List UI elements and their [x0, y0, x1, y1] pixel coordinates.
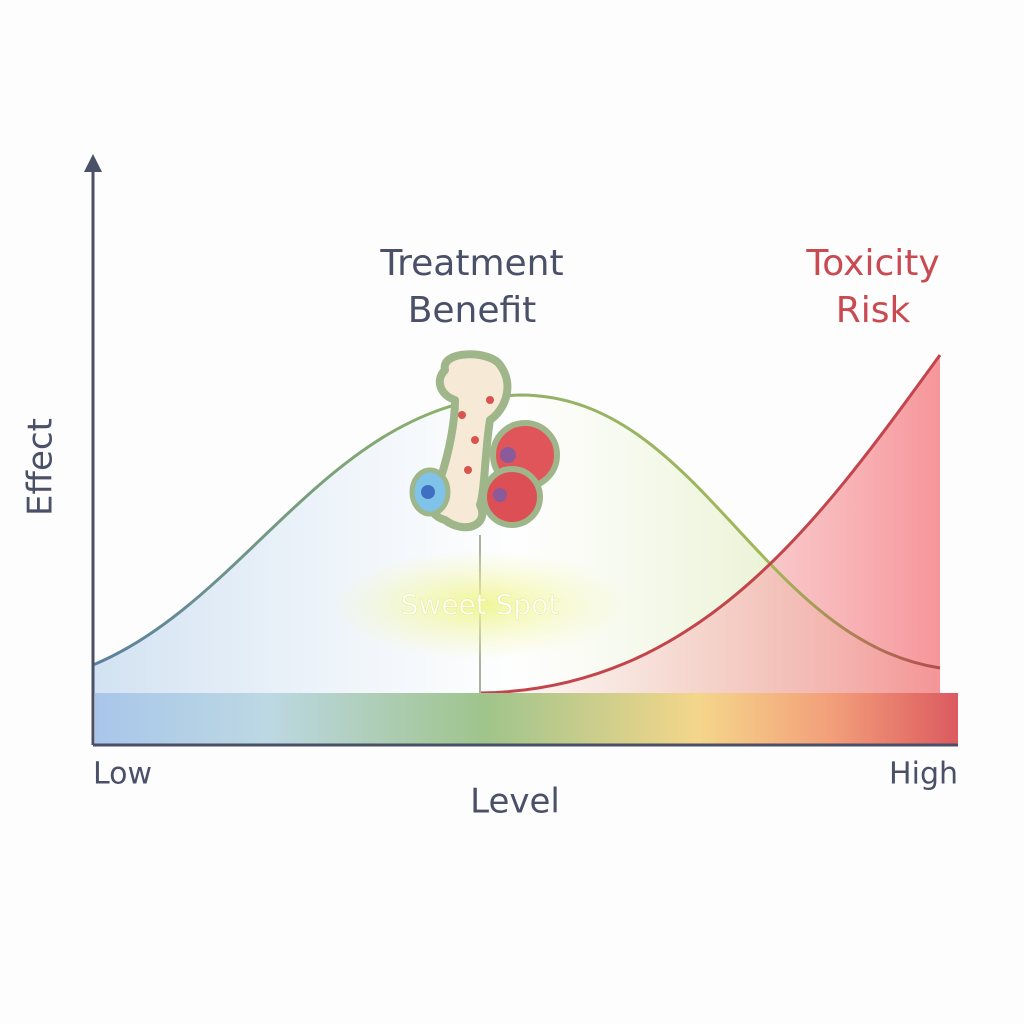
x-low-label: Low	[93, 757, 152, 792]
level-bar	[95, 693, 958, 745]
sweet-spot-label: Sweet Spot	[401, 588, 560, 621]
sweet-spot-glow	[330, 550, 630, 660]
toxicity-curve	[479, 354, 942, 695]
benefit-curve	[92, 393, 941, 670]
toxicity-label: Toxicity Risk	[806, 243, 940, 331]
illustration	[409, 350, 560, 532]
toxicity-area	[480, 355, 940, 693]
x-high-label: High	[889, 757, 958, 792]
benefit-label: Treatment Benefit	[380, 243, 564, 331]
y-axis-label: Effect	[21, 418, 61, 516]
x-axis-label: Level	[470, 782, 560, 822]
y-axis-arrow	[84, 154, 102, 172]
